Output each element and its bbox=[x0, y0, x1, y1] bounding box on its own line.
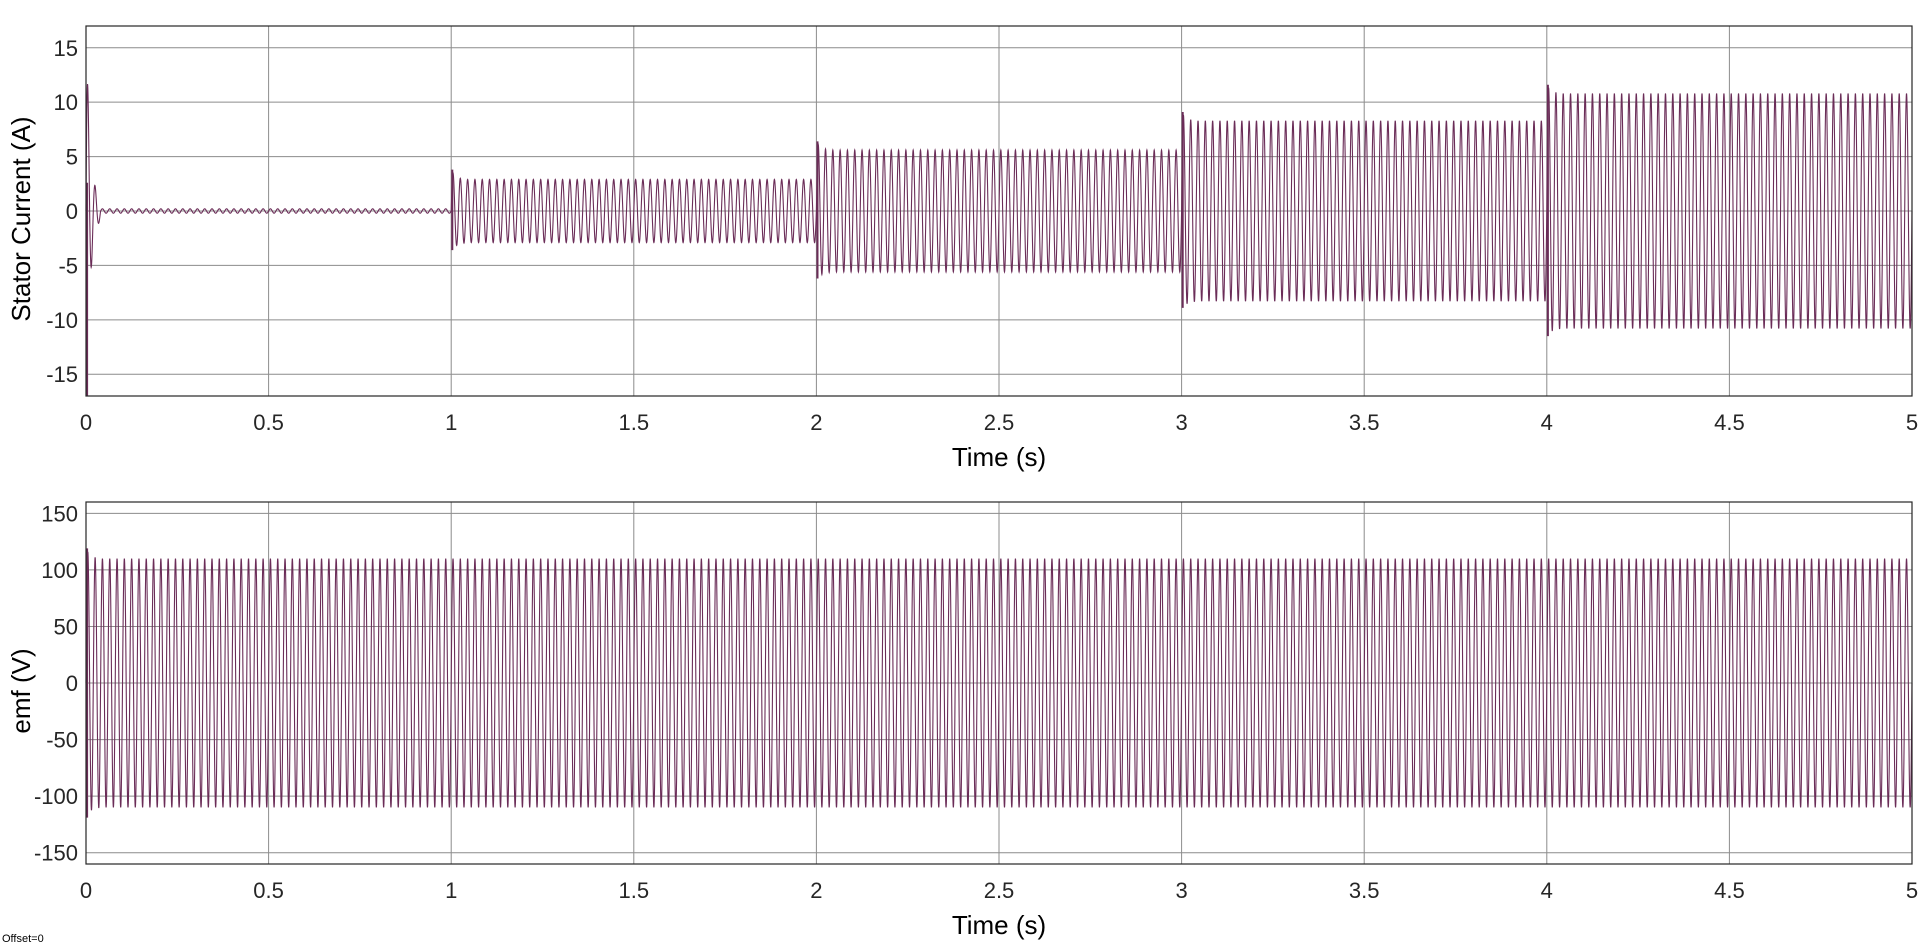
y-tick-label: -15 bbox=[46, 362, 78, 387]
x-tick-label: 3.5 bbox=[1349, 878, 1380, 903]
x-tick-label: 2.5 bbox=[984, 878, 1015, 903]
y-tick-label: 0 bbox=[66, 199, 78, 224]
x-tick-label: 1 bbox=[445, 410, 457, 435]
signal-line bbox=[85, 551, 1913, 811]
y-axis-label: Stator Current (A) bbox=[6, 116, 36, 321]
x-tick-label: 0.5 bbox=[253, 878, 284, 903]
y-tick-label: 100 bbox=[41, 558, 78, 583]
y-tick-label: -10 bbox=[46, 308, 78, 333]
y-tick-label: -5 bbox=[58, 253, 78, 278]
x-tick-label: 0 bbox=[80, 878, 92, 903]
y-tick-label: -50 bbox=[46, 728, 78, 753]
x-tick-label: 5 bbox=[1906, 878, 1918, 903]
x-axis-label: Time (s) bbox=[952, 442, 1046, 472]
offset-label: Offset=0 bbox=[2, 933, 44, 945]
x-tick-label: 2 bbox=[810, 878, 822, 903]
x-axis-label: Time (s) bbox=[952, 910, 1046, 940]
x-tick-label: 3 bbox=[1175, 878, 1187, 903]
y-tick-label: 15 bbox=[54, 36, 78, 61]
axes-frame bbox=[85, 25, 1913, 397]
x-tick-label: 4 bbox=[1541, 410, 1553, 435]
x-tick-label: 0.5 bbox=[253, 410, 284, 435]
y-axis-label: emf (V) bbox=[6, 648, 36, 733]
x-tick-label: 5 bbox=[1906, 410, 1918, 435]
y-tick-label: 10 bbox=[54, 90, 78, 115]
y-tick-label: 5 bbox=[66, 145, 78, 170]
x-tick-label: 2 bbox=[810, 410, 822, 435]
y-tick-label: 0 bbox=[66, 671, 78, 696]
y-tick-label: 150 bbox=[41, 501, 78, 526]
x-tick-label: 2.5 bbox=[984, 410, 1015, 435]
x-tick-label: 3.5 bbox=[1349, 410, 1380, 435]
x-tick-label: 1.5 bbox=[619, 878, 650, 903]
x-tick-label: 4.5 bbox=[1714, 410, 1745, 435]
x-tick-label: 0 bbox=[80, 410, 92, 435]
emf-plot: 0 0.5 1 1.5 2 2.5 3 3.5 4 4.5 5 -150 -100 -50 0 50 100 15… bbox=[6, 501, 1918, 940]
x-tick-label: 4 bbox=[1541, 878, 1553, 903]
y-tick-label: -150 bbox=[34, 841, 78, 866]
x-tick-label: 1.5 bbox=[619, 410, 650, 435]
stator-current-plot: 0 0.5 1 1.5 2 2.5 3 3.5 4 4.5 5 -15 -10 -5 0 5 10 15 Time … bbox=[6, 25, 1918, 472]
x-tick-label: 1 bbox=[445, 878, 457, 903]
axes-frame bbox=[85, 501, 1913, 865]
y-tick-label: 50 bbox=[54, 614, 78, 639]
signal-line bbox=[85, 84, 1913, 332]
y-tick-label: -100 bbox=[34, 784, 78, 809]
x-tick-label: 4.5 bbox=[1714, 878, 1745, 903]
x-tick-label: 3 bbox=[1175, 410, 1187, 435]
